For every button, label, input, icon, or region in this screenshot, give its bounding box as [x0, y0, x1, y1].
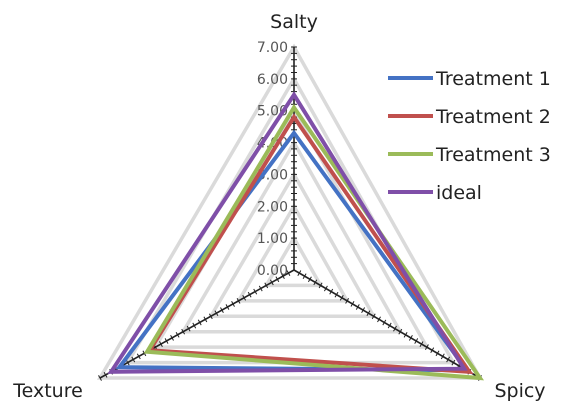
axis-tick-mark — [236, 297, 241, 304]
axis-tick-mark — [214, 310, 219, 317]
axis-tick-mark — [350, 301, 355, 307]
axis-tick-mark — [159, 341, 163, 347]
axis-tick-mark — [269, 279, 274, 286]
axis-tick-mark — [125, 359, 130, 366]
legend-label: ideal — [436, 182, 482, 204]
axis-tick-mark — [424, 344, 429, 350]
series-line-treatment-2 — [146, 113, 474, 375]
axis-tick-mark — [103, 372, 108, 378]
axis-tick-mark — [197, 319, 202, 326]
tick-label: 7.00 — [257, 40, 288, 56]
axis-tick-mark — [329, 288, 334, 295]
axis-tick-mark — [297, 270, 302, 276]
axis-tick-mark — [419, 341, 424, 347]
axis-tick-mark — [247, 291, 252, 298]
axis-tick-mark — [334, 291, 339, 298]
tick-label: 2.00 — [257, 199, 288, 215]
radar-series — [107, 91, 485, 381]
axis-tick-mark — [398, 328, 403, 335]
axis-tick-mark — [393, 325, 397, 332]
series-line-ideal — [107, 91, 468, 374]
axis-line-texture — [99, 269, 295, 379]
axis-tick-mark — [366, 310, 371, 317]
tick-label: 1.00 — [257, 231, 288, 247]
axis-tick-mark — [264, 282, 269, 289]
axis-tick-mark — [451, 359, 456, 366]
axis-tick-mark — [275, 276, 280, 283]
axis-tick-mark — [435, 350, 440, 357]
tick-label: 0.00 — [257, 263, 288, 279]
grid-ring — [96, 43, 483, 380]
legend-label: Treatment 2 — [435, 106, 551, 128]
grid-ring — [263, 234, 324, 288]
axis-tick-mark — [302, 273, 307, 280]
grid-ring — [207, 170, 377, 319]
radar-axes — [98, 46, 482, 381]
axis-tick-mark — [323, 285, 328, 292]
axis-tick-mark — [98, 375, 102, 381]
axis-tick-mark — [313, 279, 318, 286]
axis-tick-mark — [430, 347, 435, 354]
axis-tick-mark — [186, 325, 191, 332]
axis-tick-mark — [339, 294, 344, 301]
legend-label: Treatment 3 — [435, 144, 551, 166]
axis-tick-mark — [203, 316, 208, 323]
legend-label: Treatment 1 — [435, 68, 551, 90]
axis-tick-mark — [225, 304, 230, 310]
axis-tick-mark — [318, 282, 323, 289]
axis-tick-mark — [192, 322, 197, 329]
axis-tick-mark — [382, 319, 387, 326]
grid-ring — [180, 139, 404, 334]
axis-tick-mark — [136, 353, 141, 360]
axis-tick-mark — [175, 331, 180, 338]
axis-tick-mark — [377, 316, 381, 323]
axis-tick-mark — [414, 338, 419, 344]
axis-tick-mark — [281, 273, 285, 280]
axis-tick-mark — [446, 356, 451, 363]
axis-label-salty: Salty — [270, 11, 318, 33]
radar-grid — [96, 43, 483, 380]
axis-tick-mark — [361, 307, 366, 313]
axis-line-spicy — [293, 269, 481, 379]
axis-tick-mark — [170, 335, 174, 341]
axis-tick-mark — [253, 288, 258, 295]
axis-tick-mark — [345, 298, 350, 304]
tick-label: 6.00 — [257, 72, 288, 88]
axis-tick-mark — [131, 356, 136, 363]
axis-tick-mark — [181, 328, 186, 335]
axis-tick-mark — [403, 331, 408, 338]
axis-tick-mark — [371, 313, 376, 320]
chart-legend: Treatment 1 Treatment 2 Treatment 3 ideal — [388, 68, 551, 204]
axis-tick-mark — [307, 276, 312, 283]
axis-tick-mark — [258, 285, 263, 292]
axis-label-spicy: Spicy — [494, 380, 545, 401]
axis-tick-mark — [231, 301, 235, 307]
radar-axis-labels: Salty Spicy Texture — [12, 11, 545, 401]
axis-label-texture: Texture — [12, 380, 83, 401]
axis-tick-mark — [208, 313, 213, 320]
grid-ring — [235, 202, 351, 303]
axis-tick-mark — [286, 270, 291, 276]
axis-tick-mark — [242, 294, 247, 301]
axis-tick-mark — [387, 322, 392, 329]
axis-tick-mark — [220, 307, 224, 313]
axis-tick-mark — [355, 304, 360, 310]
axis-tick-mark — [164, 338, 169, 344]
axis-tick-mark — [408, 335, 413, 341]
axis-tick-mark — [440, 353, 445, 360]
